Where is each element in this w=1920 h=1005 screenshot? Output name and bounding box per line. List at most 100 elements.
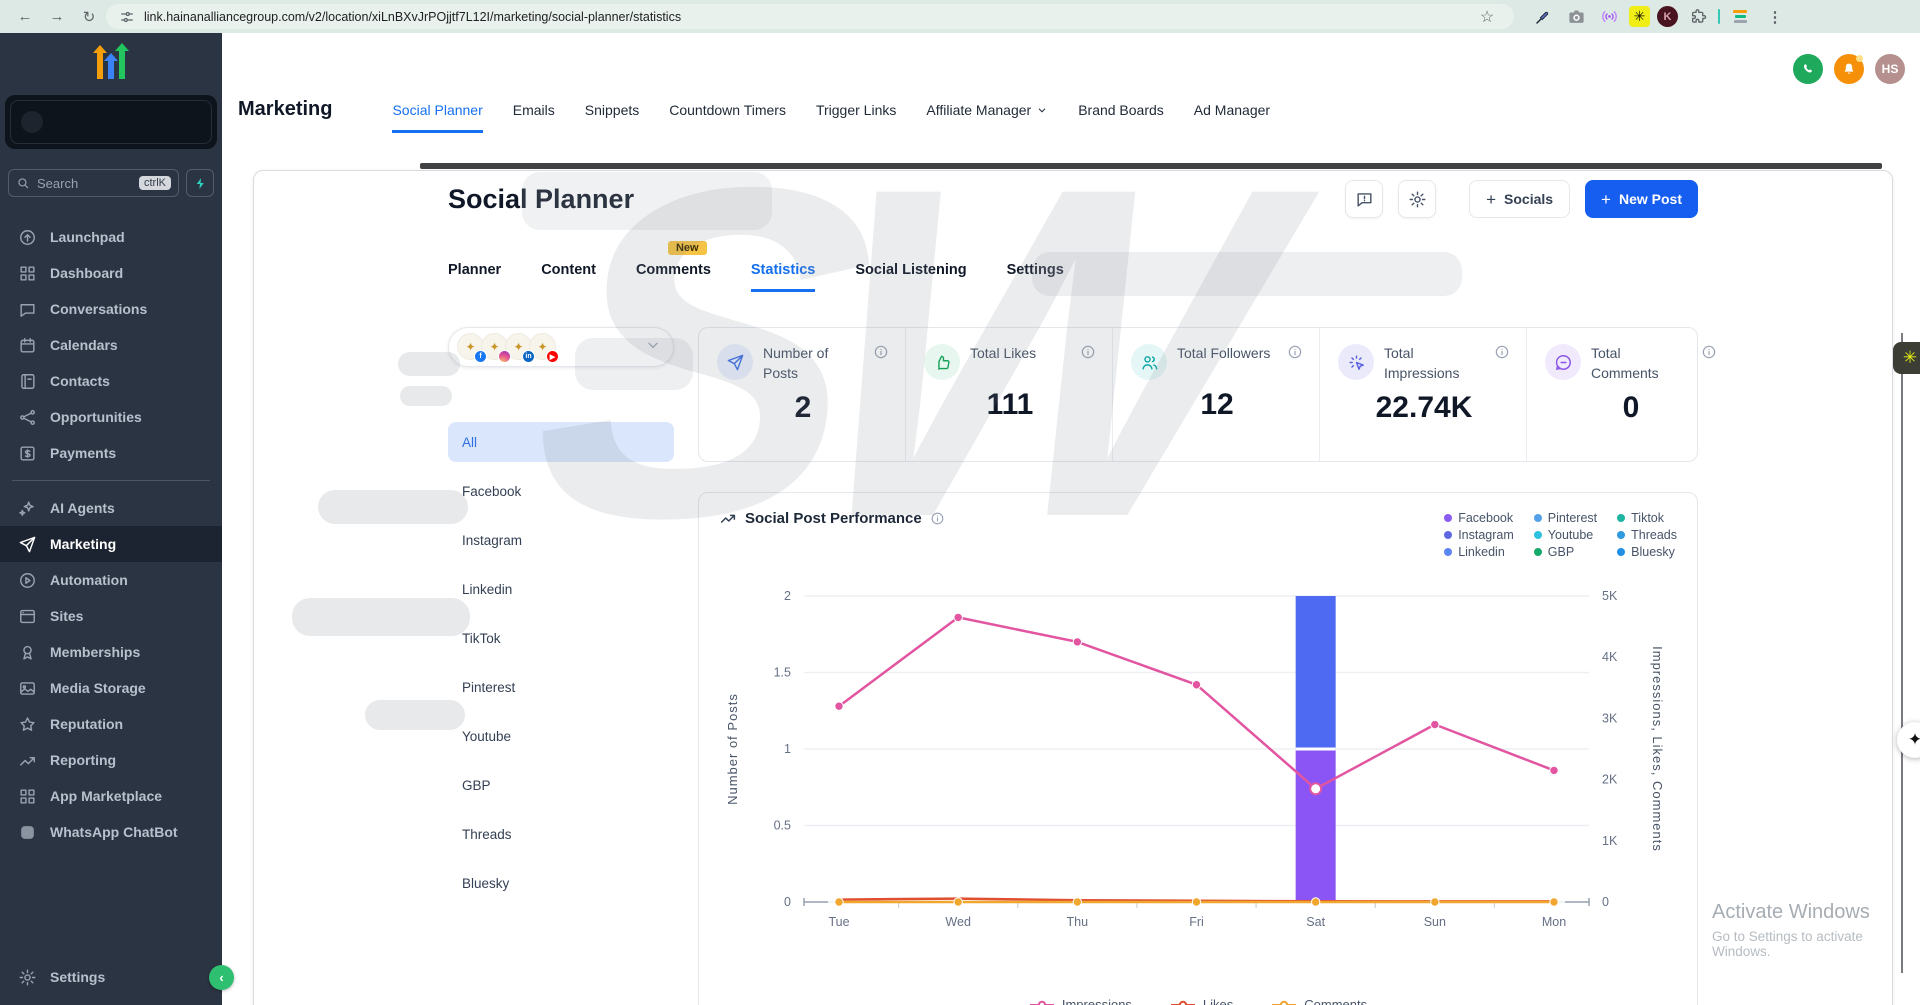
sidebar-item-calendars[interactable]: Calendars bbox=[0, 327, 222, 363]
legend-item-instagram[interactable]: Instagram bbox=[1444, 526, 1514, 543]
filter-item-pinterest[interactable]: Pinterest bbox=[448, 667, 674, 707]
tab-social-planner[interactable]: Social Planner bbox=[392, 102, 482, 133]
info-icon[interactable] bbox=[1494, 344, 1510, 360]
legend-item-facebook[interactable]: Facebook bbox=[1444, 509, 1514, 526]
tab-brand-boards[interactable]: Brand Boards bbox=[1078, 102, 1164, 133]
camera-extension-icon[interactable] bbox=[1563, 4, 1589, 30]
puzzle-extensions-icon[interactable] bbox=[1685, 4, 1711, 30]
asterisk-extension-icon[interactable]: ✳ bbox=[1629, 6, 1650, 27]
extensions-row: ✳ K ⋮ bbox=[1516, 4, 1790, 30]
legend-item-youtube[interactable]: Youtube bbox=[1534, 526, 1597, 543]
search-input[interactable]: Search ctrlK bbox=[8, 169, 179, 197]
sidebar-item-whatsapp-chatbot[interactable]: WhatsApp ChatBot bbox=[0, 814, 222, 850]
filter-item-gbp[interactable]: GBP bbox=[448, 765, 674, 805]
filter-item-instagram[interactable]: Instagram bbox=[448, 520, 674, 560]
filter-item-threads[interactable]: Threads bbox=[448, 814, 674, 854]
contacts-icon bbox=[18, 372, 37, 391]
filter-item-youtube[interactable]: Youtube bbox=[448, 716, 674, 756]
notes-extension-icon[interactable] bbox=[1727, 4, 1753, 30]
info-icon[interactable] bbox=[873, 344, 889, 360]
sidebar-collapse-button[interactable]: ‹ bbox=[209, 965, 234, 990]
gear-icon bbox=[1408, 190, 1427, 209]
legend-item-bluesky[interactable]: Bluesky bbox=[1617, 543, 1677, 560]
add-socials-button[interactable]: + Socials bbox=[1469, 180, 1570, 218]
back-button[interactable]: ← bbox=[10, 8, 40, 25]
sidebar-item-reputation[interactable]: Reputation bbox=[0, 706, 222, 742]
planner-tab-content[interactable]: Content bbox=[541, 262, 596, 292]
series-legend-likes[interactable]: Likes bbox=[1170, 997, 1233, 1005]
forward-button[interactable]: → bbox=[42, 8, 72, 25]
site-info-icon[interactable] bbox=[118, 8, 136, 26]
quick-actions-button[interactable] bbox=[186, 169, 214, 197]
sidebar-item-opportunities[interactable]: Opportunities bbox=[0, 399, 222, 435]
planner-settings-button[interactable] bbox=[1398, 180, 1436, 218]
sidebar-item-ai-agents[interactable]: AI Agents bbox=[0, 490, 222, 526]
tab-ad-manager[interactable]: Ad Manager bbox=[1194, 102, 1270, 133]
tab-snippets[interactable]: Snippets bbox=[585, 102, 639, 133]
legend-item-tiktok[interactable]: Tiktok bbox=[1617, 509, 1677, 526]
planner-tab-planner[interactable]: Planner bbox=[448, 262, 501, 292]
plus-icon: + bbox=[1601, 191, 1611, 208]
notifications-button[interactable] bbox=[1834, 54, 1864, 84]
planner-tab-social-listening[interactable]: Social Listening bbox=[855, 262, 966, 292]
legend-item-threads[interactable]: Threads bbox=[1617, 526, 1677, 543]
sidebar-item-settings[interactable]: Settings bbox=[0, 959, 222, 995]
info-icon[interactable] bbox=[930, 511, 945, 526]
sidebar-item-label: Marketing bbox=[50, 536, 116, 552]
sidebar-item-reporting[interactable]: Reporting bbox=[0, 742, 222, 778]
sidebar-item-conversations[interactable]: Conversations bbox=[0, 291, 222, 327]
filter-item-all[interactable]: All bbox=[448, 422, 674, 462]
k-extension-icon[interactable]: K bbox=[1657, 6, 1678, 27]
svg-text:Tue: Tue bbox=[828, 915, 849, 929]
sidebar-item-dashboard[interactable]: Dashboard bbox=[0, 255, 222, 291]
planner-tabs: Planner Content NewComments Statistics Socia… bbox=[448, 262, 1698, 292]
tab-emails[interactable]: Emails bbox=[513, 102, 555, 133]
sidebar-item-sites[interactable]: Sites bbox=[0, 598, 222, 634]
address-bar[interactable]: link.hainanalliancegroup.com/v2/location… bbox=[106, 4, 1514, 29]
legend-item-pinterest[interactable]: Pinterest bbox=[1534, 509, 1597, 526]
planner-tab-statistics[interactable]: Statistics bbox=[751, 262, 815, 292]
reload-button[interactable]: ↻ bbox=[74, 8, 104, 26]
app-logo[interactable] bbox=[0, 33, 222, 91]
bookmark-star-icon[interactable]: ☆ bbox=[1472, 7, 1502, 27]
sidebar-item-payments[interactable]: Payments bbox=[0, 435, 222, 471]
sidebar-item-memberships[interactable]: Memberships bbox=[0, 634, 222, 670]
planner-tab-settings[interactable]: Settings bbox=[1007, 262, 1064, 292]
series-legend-comments[interactable]: Comments bbox=[1271, 997, 1367, 1005]
legend-item-linkedin[interactable]: Linkedin bbox=[1444, 543, 1514, 560]
eyedropper-extension-icon[interactable] bbox=[1530, 4, 1556, 30]
tab-affiliate-manager[interactable]: Affiliate Manager bbox=[926, 102, 1048, 133]
sidebar-item-automation[interactable]: Automation bbox=[0, 562, 222, 598]
info-icon[interactable] bbox=[1080, 344, 1096, 360]
info-icon[interactable] bbox=[1287, 344, 1303, 360]
browser-menu-icon[interactable]: ⋮ bbox=[1760, 8, 1790, 26]
series-legend-impressions[interactable]: Impressions bbox=[1029, 997, 1132, 1005]
filter-item-bluesky[interactable]: Bluesky bbox=[448, 863, 674, 903]
sidebar-item-marketing[interactable]: Marketing bbox=[0, 526, 222, 562]
sidebar-item-contacts[interactable]: Contacts bbox=[0, 363, 222, 399]
account-switcher[interactable] bbox=[5, 95, 217, 149]
youtube-icon: ▶ bbox=[546, 350, 559, 363]
planner-tab-comments[interactable]: NewComments bbox=[636, 262, 711, 292]
user-avatar[interactable]: HS bbox=[1875, 54, 1905, 84]
filter-item-linkedin[interactable]: Linkedin bbox=[448, 569, 674, 609]
filter-item-tiktok[interactable]: TikTok bbox=[448, 618, 674, 658]
toolbar-separator bbox=[1718, 9, 1720, 24]
new-post-button[interactable]: + New Post bbox=[1585, 180, 1698, 218]
sidebar-bottom: Settings bbox=[0, 959, 222, 1005]
info-icon[interactable] bbox=[1701, 344, 1717, 360]
sidebar-item-launchpad[interactable]: Launchpad bbox=[0, 219, 222, 255]
tab-trigger-links[interactable]: Trigger Links bbox=[816, 102, 896, 133]
memberships-icon bbox=[18, 643, 37, 662]
feedback-button[interactable] bbox=[1345, 180, 1383, 218]
filter-item-facebook[interactable]: Facebook bbox=[448, 471, 674, 511]
sidebar-item-media-storage[interactable]: Media Storage bbox=[0, 670, 222, 706]
phone-button[interactable] bbox=[1793, 54, 1823, 84]
stat-value: 111 bbox=[924, 388, 1096, 422]
account-selector[interactable]: ✦f✦✦in✦▶ bbox=[448, 327, 674, 367]
legend-item-gbp[interactable]: GBP bbox=[1534, 543, 1597, 560]
asterisk-side-button[interactable]: ✳ bbox=[1893, 342, 1920, 374]
tab-countdown-timers[interactable]: Countdown Timers bbox=[669, 102, 786, 133]
wave-extension-icon[interactable] bbox=[1596, 4, 1622, 30]
sidebar-item-app-marketplace[interactable]: App Marketplace bbox=[0, 778, 222, 814]
